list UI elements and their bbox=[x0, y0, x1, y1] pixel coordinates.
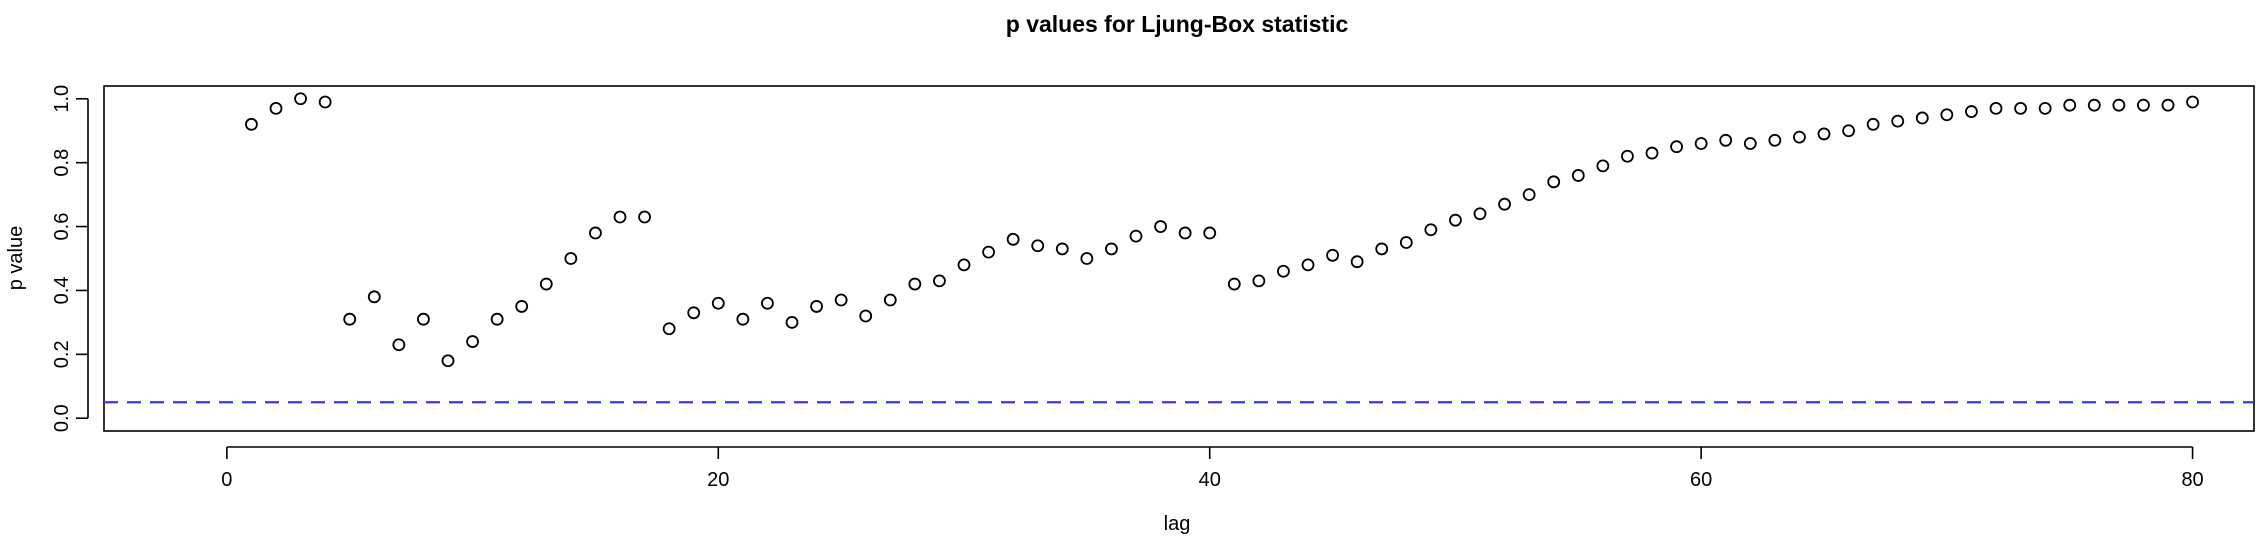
data-point bbox=[2112, 98, 2126, 112]
x-tick-label: 20 bbox=[707, 469, 729, 491]
data-point bbox=[1424, 223, 1438, 237]
data-point bbox=[957, 258, 971, 272]
data-point bbox=[1719, 133, 1733, 147]
data-point bbox=[1547, 175, 1561, 189]
x-axis: 0 20 40 60 80 bbox=[221, 446, 2204, 491]
y-axis-label: p value bbox=[5, 226, 27, 291]
y-tick-label: 0.8 bbox=[51, 149, 73, 177]
data-point bbox=[1866, 117, 1880, 131]
data-point bbox=[834, 293, 848, 307]
data-point bbox=[367, 290, 381, 304]
data-point bbox=[1301, 258, 1315, 272]
data-point bbox=[1571, 169, 1585, 182]
data-point bbox=[1055, 242, 1069, 256]
data-point bbox=[515, 300, 529, 313]
data-point bbox=[1694, 137, 1708, 150]
data-point bbox=[810, 300, 823, 313]
data-point bbox=[613, 210, 627, 224]
y-tick-label: 0.0 bbox=[51, 404, 73, 432]
x-tick-label: 0 bbox=[221, 469, 232, 491]
data-point bbox=[294, 92, 307, 106]
data-point bbox=[1596, 159, 1610, 173]
y-tick-label: 0.4 bbox=[51, 277, 73, 305]
chart-title: p values for Ljung-Box statistic bbox=[1006, 11, 1349, 37]
data-point bbox=[785, 315, 799, 329]
data-point bbox=[1203, 226, 1217, 240]
plot-frame bbox=[103, 85, 2255, 432]
data-point bbox=[859, 309, 873, 323]
data-point bbox=[1743, 137, 1757, 150]
y-tick-label: 0.6 bbox=[51, 213, 73, 241]
data-point bbox=[662, 322, 676, 336]
data-point bbox=[2161, 98, 2175, 112]
data-point bbox=[1154, 220, 1167, 233]
data-point bbox=[1105, 242, 1118, 256]
data-point bbox=[736, 312, 750, 326]
data-point bbox=[1252, 274, 1266, 288]
data-point bbox=[761, 296, 774, 310]
data-point bbox=[539, 277, 553, 291]
y-tick-label: 1.0 bbox=[51, 85, 73, 113]
data-point bbox=[343, 312, 357, 326]
data-point bbox=[564, 252, 578, 265]
data-point bbox=[490, 312, 504, 326]
data-point bbox=[1842, 124, 1855, 138]
data-point bbox=[2063, 98, 2077, 112]
y-axis: 0.0 0.2 0.4 0.6 0.8 1.0 bbox=[51, 85, 89, 432]
data-point bbox=[1449, 213, 1462, 227]
data-point bbox=[908, 277, 922, 291]
data-point bbox=[2014, 101, 2027, 115]
data-point bbox=[1473, 207, 1487, 221]
data-point bbox=[2087, 98, 2101, 112]
data-point bbox=[1277, 264, 1290, 278]
data-point bbox=[1989, 101, 2003, 115]
data-point bbox=[2137, 98, 2150, 112]
data-point bbox=[1350, 255, 1364, 269]
data-point bbox=[1178, 226, 1192, 240]
data-point bbox=[1768, 133, 1782, 147]
data-point bbox=[1031, 239, 1045, 253]
data-point bbox=[1326, 248, 1339, 262]
data-point bbox=[638, 210, 651, 224]
data-point bbox=[1670, 140, 1683, 154]
data-point bbox=[883, 293, 897, 307]
data-point bbox=[933, 274, 946, 288]
data-point bbox=[392, 338, 406, 352]
data-point bbox=[245, 117, 258, 131]
data-point bbox=[1793, 130, 1806, 144]
data-point bbox=[441, 354, 455, 368]
data-point bbox=[1227, 277, 1241, 291]
data-points bbox=[245, 92, 2199, 368]
x-axis-label: lag bbox=[1164, 513, 1191, 535]
data-point bbox=[1375, 242, 1389, 256]
x-tick-label: 80 bbox=[2181, 469, 2203, 491]
data-point bbox=[1129, 229, 1143, 243]
data-point bbox=[1399, 236, 1413, 249]
data-point bbox=[1498, 197, 1511, 211]
x-tick-label: 40 bbox=[1199, 469, 1221, 491]
y-tick-label: 0.2 bbox=[51, 340, 73, 368]
data-point bbox=[687, 306, 701, 320]
data-point bbox=[982, 245, 995, 259]
data-point bbox=[269, 101, 283, 115]
data-point bbox=[1522, 188, 1536, 202]
data-point bbox=[1915, 111, 1929, 125]
data-point bbox=[318, 95, 332, 109]
data-point bbox=[466, 335, 479, 348]
data-point bbox=[2186, 95, 2199, 109]
data-point bbox=[1965, 105, 1978, 118]
data-point bbox=[1891, 114, 1905, 128]
data-point bbox=[711, 296, 725, 310]
data-point bbox=[589, 226, 602, 240]
data-point bbox=[1006, 232, 1020, 246]
data-point bbox=[1817, 127, 1831, 141]
data-point bbox=[1940, 108, 1954, 122]
data-point bbox=[1621, 149, 1634, 163]
data-point bbox=[2038, 101, 2052, 115]
data-point bbox=[1645, 146, 1659, 160]
data-point bbox=[417, 312, 430, 326]
data-point bbox=[1080, 252, 1094, 265]
x-tick-label: 60 bbox=[1690, 469, 1712, 491]
